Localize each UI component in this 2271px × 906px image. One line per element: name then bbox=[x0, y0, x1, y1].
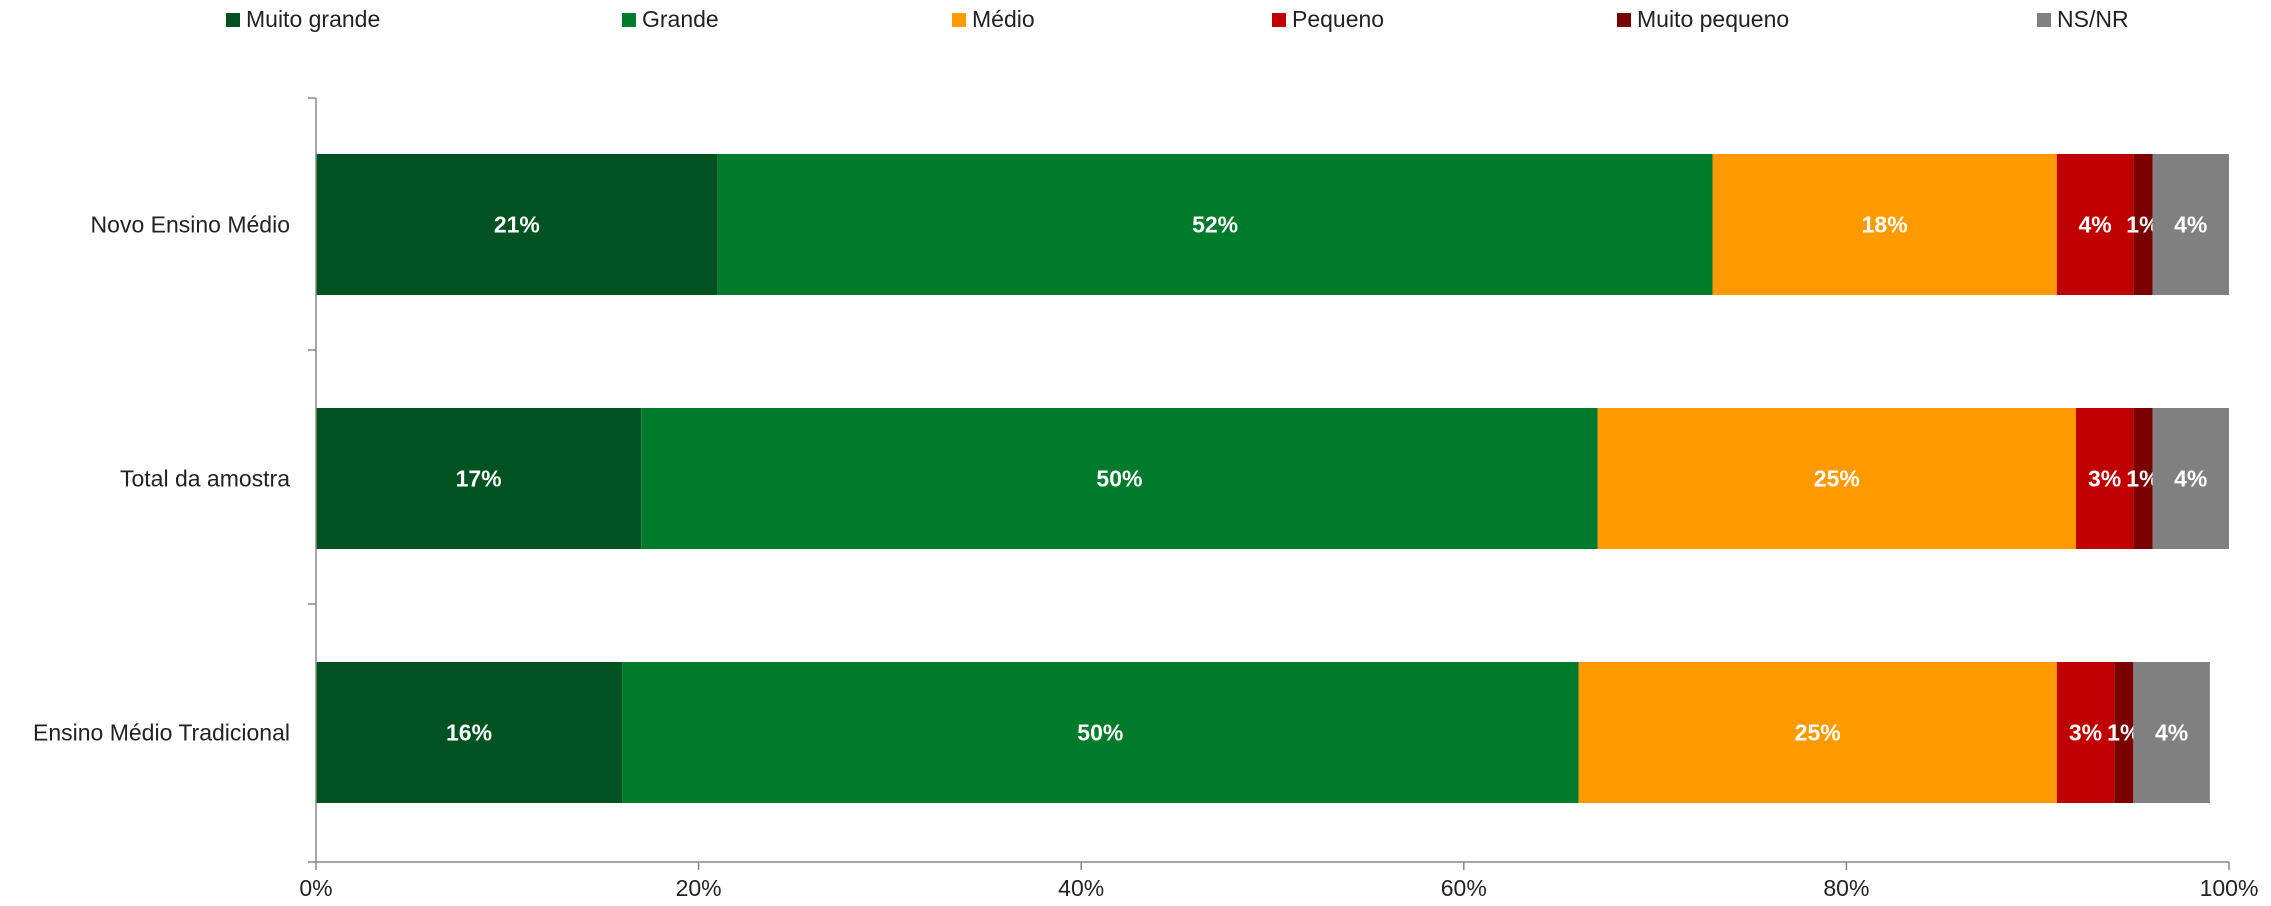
legend-item: Pequeno bbox=[1272, 6, 1384, 33]
category-label: Ensino Médio Tradicional bbox=[33, 720, 290, 746]
bar-segment bbox=[2114, 662, 2134, 803]
chart-legend: Muito grande Grande Médio Pequeno Muito pequ… bbox=[0, 6, 2271, 36]
legend-swatch bbox=[952, 12, 966, 27]
legend-swatch bbox=[622, 12, 636, 27]
data-label: 50% bbox=[1096, 466, 1142, 492]
x-tick-label: 80% bbox=[1823, 875, 1869, 901]
bar-segment bbox=[2152, 408, 2229, 549]
bar-segment bbox=[1578, 662, 2057, 803]
bar-segment bbox=[2075, 408, 2134, 549]
bar-segment bbox=[316, 408, 642, 549]
bar-segment bbox=[2133, 662, 2210, 803]
bar-segment bbox=[1597, 408, 2076, 549]
x-tick-label: 100% bbox=[2200, 875, 2259, 901]
data-label: 25% bbox=[1814, 466, 1860, 492]
data-label: 25% bbox=[1795, 720, 1841, 746]
legend-swatch bbox=[226, 12, 240, 27]
x-tick-label: 60% bbox=[1441, 875, 1487, 901]
bar-segment bbox=[641, 408, 1598, 549]
x-tick-label: 0% bbox=[299, 875, 332, 901]
legend-swatch bbox=[1617, 12, 1631, 27]
data-label: 3% bbox=[2069, 720, 2102, 746]
legend-swatch bbox=[1272, 12, 1286, 27]
data-label: 21% bbox=[494, 212, 540, 238]
x-tick-label: 20% bbox=[676, 875, 722, 901]
legend-label: Médio bbox=[972, 6, 1035, 32]
bar-segment bbox=[316, 662, 623, 803]
data-label: 3% bbox=[2088, 466, 2121, 492]
category-label: Novo Ensino Médio bbox=[91, 212, 290, 238]
data-label: 4% bbox=[2174, 212, 2207, 238]
data-label: 16% bbox=[446, 720, 492, 746]
legend-label: NS/NR bbox=[2057, 6, 2129, 32]
legend-label: Pequeno bbox=[1292, 6, 1385, 32]
x-tick-label: 40% bbox=[1058, 875, 1104, 901]
data-label: 17% bbox=[456, 466, 502, 492]
legend-item: Muito pequeno bbox=[1617, 6, 1789, 33]
legend-swatch bbox=[2037, 12, 2051, 27]
bar-segment bbox=[622, 662, 1579, 803]
legend-item: NS/NR bbox=[2037, 6, 2129, 33]
legend-label: Grande bbox=[642, 6, 719, 32]
legend-item: Muito grande bbox=[226, 6, 380, 33]
bar-segment bbox=[2152, 154, 2229, 295]
legend-item: Médio bbox=[952, 6, 1035, 33]
category-label: Total da amostra bbox=[120, 466, 290, 492]
legend-item: Grande bbox=[622, 6, 719, 33]
bar-segment bbox=[2133, 154, 2153, 295]
bar-segment bbox=[316, 154, 718, 295]
data-label: 50% bbox=[1077, 720, 1123, 746]
data-label: 4% bbox=[2174, 466, 2207, 492]
bar-segment bbox=[1712, 154, 2057, 295]
data-label: 4% bbox=[2155, 720, 2188, 746]
bar-segment bbox=[2056, 154, 2134, 295]
legend-label: Muito pequeno bbox=[1637, 6, 1790, 32]
data-label: 4% bbox=[2078, 212, 2111, 238]
data-label: 52% bbox=[1192, 212, 1238, 238]
bar-segment bbox=[717, 154, 1713, 295]
legend-label: Muito grande bbox=[246, 6, 381, 32]
bar-segment bbox=[2056, 662, 2115, 803]
bar-segment bbox=[2133, 408, 2153, 549]
data-label: 18% bbox=[1862, 212, 1908, 238]
